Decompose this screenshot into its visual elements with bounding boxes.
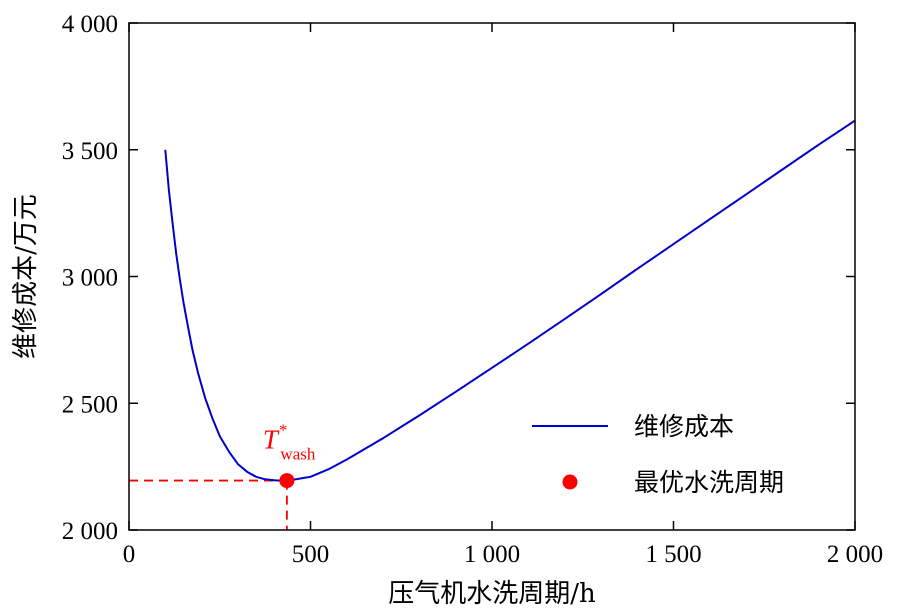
legend-dot-swatch: [562, 474, 578, 490]
annotation-subscript: wash: [280, 445, 315, 464]
x-tick-label: 2 000: [827, 541, 883, 568]
x-tick-label: 500: [292, 541, 330, 568]
legend: 维修成本 最优水洗周期: [532, 412, 784, 497]
y-tick-label: 3 500: [62, 138, 118, 165]
annotation-superscript: *: [279, 421, 288, 440]
x-axis-title: 压气机水洗周期/h: [388, 579, 596, 609]
legend-label-optimal-wash-period: 最优水洗周期: [634, 468, 784, 497]
ticks-layer: [128, 22, 856, 531]
x-tick-label: 1 500: [645, 541, 701, 568]
tick-labels: 0 500 1 000 1 500 2 000 2 000 2 500 3 000 3 500 4…: [62, 11, 883, 568]
points-layer: [279, 473, 295, 489]
y-axis-title: 维修成本/万元: [11, 194, 41, 359]
optimum-guides: [129, 479, 288, 530]
annotation-main: T: [263, 425, 280, 455]
optimum-annotation: T* wash: [263, 421, 316, 464]
y-tick-label: 2 000: [62, 518, 118, 545]
y-tick-label: 2 500: [62, 391, 118, 418]
legend-label-maintenance-cost: 维修成本: [634, 412, 734, 441]
optimum-point: [279, 473, 295, 489]
plot-frame: [128, 22, 856, 531]
y-tick-label: 4 000: [62, 11, 118, 38]
x-tick-label: 0: [123, 541, 136, 568]
y-tick-label: 3 000: [62, 265, 118, 292]
x-tick-label: 1 000: [464, 541, 520, 568]
